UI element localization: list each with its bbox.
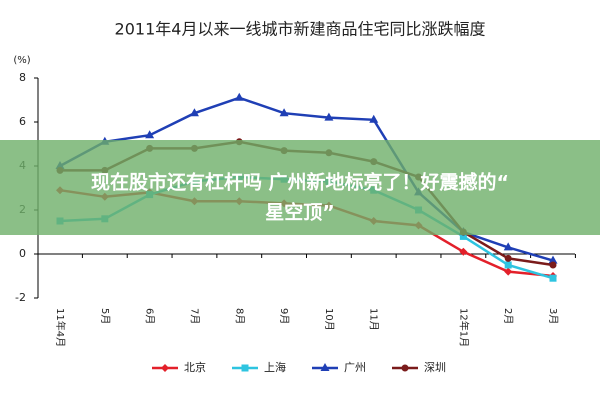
marker	[369, 114, 379, 123]
marker	[234, 92, 244, 101]
y-axis-label: (%)	[13, 55, 30, 66]
legend-label: 深圳	[424, 361, 446, 374]
marker	[504, 261, 512, 269]
marker	[549, 274, 557, 282]
x-tick-label: 11月	[368, 308, 380, 331]
legend-label: 上海	[264, 360, 286, 374]
marker	[401, 364, 409, 372]
marker	[504, 254, 512, 262]
chart-title: 2011年4月以来一线城市新建商品住宅同比涨跌幅度	[115, 20, 486, 39]
x-tick-label: 8月	[233, 308, 245, 324]
x-tick-label: 2月	[502, 308, 514, 324]
y-tick-label: 8	[19, 71, 26, 84]
overlay-text: 现在股市还有杠杆吗 广州新地标亮了！好震撼的“	[91, 171, 509, 194]
x-tick-label: 5月	[99, 308, 111, 324]
x-tick-label: 10月	[323, 308, 335, 331]
marker	[145, 130, 155, 139]
marker	[279, 108, 289, 117]
x-tick-label: 7月	[188, 308, 200, 324]
marker	[459, 232, 467, 240]
marker	[189, 108, 199, 117]
marker	[503, 242, 513, 251]
legend-label: 北京	[184, 360, 206, 374]
x-tick-label: 12年1月	[457, 308, 470, 347]
x-tick-label: 9月	[278, 308, 290, 324]
y-tick-label: -2	[15, 291, 26, 304]
marker	[161, 364, 169, 372]
x-tick-label: 6月	[144, 308, 156, 324]
x-tick-label: 3月	[547, 308, 559, 324]
marker	[504, 267, 513, 276]
marker	[241, 364, 249, 372]
marker	[548, 255, 558, 264]
marker	[324, 112, 334, 121]
marker	[459, 247, 468, 256]
overlay-text: 星空顶”	[265, 201, 335, 224]
y-tick-label: 0	[19, 247, 26, 260]
y-tick-label: 6	[19, 115, 26, 128]
x-tick-label: 11年4月	[54, 308, 67, 347]
marker	[549, 261, 557, 269]
overlay-banner	[0, 140, 600, 235]
legend-label: 广州	[344, 361, 366, 374]
marker	[320, 363, 330, 371]
